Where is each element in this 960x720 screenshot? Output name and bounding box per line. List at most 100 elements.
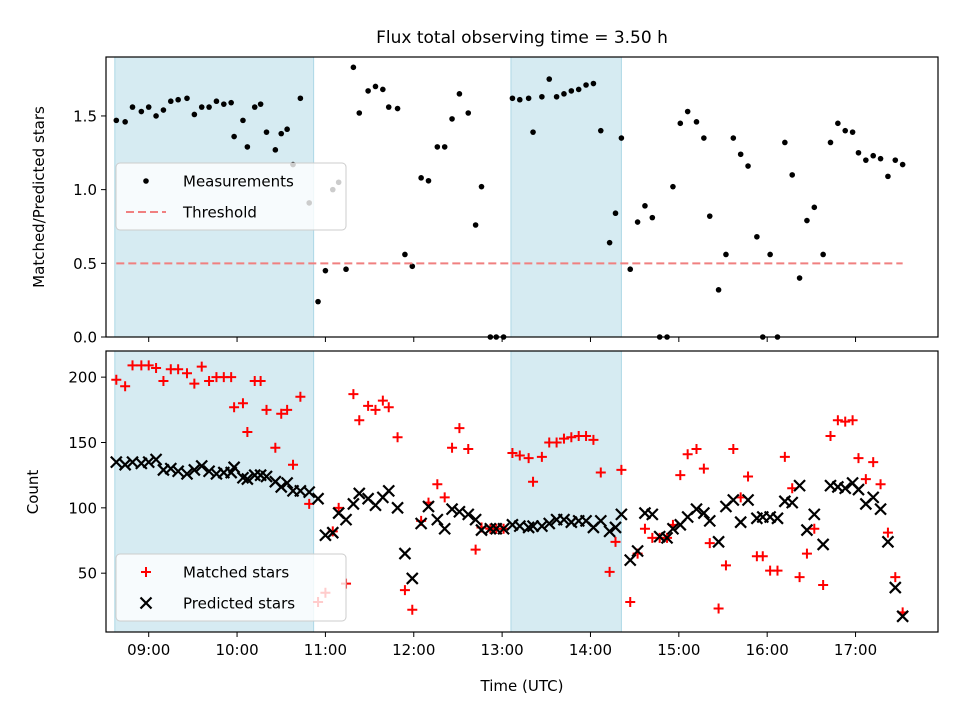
predicted-stars-point [660, 531, 674, 545]
measurements-point [425, 177, 432, 184]
predicted-stars-point [785, 496, 799, 509]
matched-stars-point [691, 444, 702, 455]
matched-stars-point [127, 360, 138, 371]
predicted-stars-point [180, 467, 194, 481]
measurements-point [394, 105, 401, 112]
measurements-point [206, 104, 212, 110]
measurements-point [820, 251, 826, 258]
matched-stars-point [588, 434, 599, 445]
predicted-stars-point [542, 517, 556, 530]
matched-stars-point [536, 451, 547, 462]
measurements-point [278, 130, 285, 137]
y-tick-label: 150 [68, 434, 97, 452]
matched-stars-point [860, 474, 871, 485]
measurements-point [478, 183, 485, 190]
measurements-point [612, 210, 619, 217]
measurements-point [568, 88, 575, 94]
matched-stars-point [772, 565, 783, 576]
measurements-point [634, 219, 641, 225]
matched-stars-point [818, 579, 829, 590]
predicted-stars-point [712, 535, 725, 549]
measurements-point [343, 266, 349, 273]
predicted-stars-point [202, 464, 216, 478]
predicted-stars-point [311, 492, 325, 505]
matched-stars-point [295, 391, 306, 402]
predicted-stars-point [609, 521, 622, 534]
matched-stars-point [454, 423, 465, 434]
predicted-stars-point [319, 529, 332, 542]
measurements-point [804, 217, 810, 224]
matched-stars-point [720, 560, 731, 571]
measurements-point [372, 83, 379, 90]
matched-stars-point [204, 376, 215, 387]
x-tick-label: 17:00 [834, 641, 877, 659]
predicted-stars-point [260, 470, 273, 483]
measurements-point [693, 119, 700, 125]
measurements-point [782, 139, 788, 146]
measurements-point [380, 86, 386, 93]
measurements-point [175, 96, 181, 103]
predicted-stars-point [522, 521, 535, 534]
measurements-point [767, 251, 773, 258]
matched-stars-legend-marker [141, 567, 151, 577]
measurements-point [677, 120, 684, 127]
predicted-stars-point [808, 508, 821, 521]
matched-stars-point [610, 536, 621, 547]
matched-stars-point [616, 464, 627, 475]
matched-stars-point [447, 442, 458, 453]
measurements-point [251, 104, 258, 110]
x-tick-label: 16:00 [746, 641, 789, 659]
matched-stars-point [523, 453, 534, 464]
matched-stars-point [276, 408, 287, 419]
predicted-stars-point [274, 480, 288, 494]
measurements-point [553, 93, 560, 100]
measurements-point [789, 172, 796, 178]
measurements-point [627, 266, 634, 273]
predicted-stars-point [118, 458, 132, 471]
matched-stars-point [675, 470, 686, 481]
matched-stars-point [794, 572, 805, 583]
measurements-point [167, 98, 174, 105]
measurements-point [827, 139, 834, 146]
matched-stars-point [698, 463, 709, 474]
predicted-stars-point [881, 535, 895, 549]
matched-stars-point [682, 449, 693, 460]
matched-stars-point [890, 572, 901, 583]
matched-stars-point [348, 389, 359, 400]
measurements-point [754, 233, 760, 240]
measurements-point [441, 144, 448, 150]
predicted-stars-point [302, 485, 316, 499]
matched-stars-point [151, 362, 162, 373]
measurements-point [263, 129, 270, 135]
matched-stars-point [237, 398, 248, 409]
predicted-stars-point [793, 479, 806, 492]
predicted-stars-point [339, 513, 353, 526]
predicted-stars-point [326, 526, 340, 539]
matched-stars-point [261, 404, 272, 415]
measurements-point [365, 88, 371, 94]
matched-stars-point [377, 395, 388, 406]
predicted-stars-point [406, 572, 419, 585]
matched-stars-point [282, 404, 293, 415]
bottom-panel: 50 100 150 200 09:00 10:00 11:00 12:00 13:00 14:0… [68, 350, 939, 659]
matched-stars-point [625, 596, 636, 607]
matched-stars-point [868, 457, 879, 468]
measurements-point [546, 76, 553, 82]
axes-frame [105, 350, 939, 633]
legend: Matched stars Predicted stars [115, 553, 347, 622]
predicted-stars-point [646, 508, 659, 521]
y-tick-label: 0.0 [73, 329, 97, 347]
measurements-point [737, 151, 744, 158]
measurements-point [885, 173, 891, 180]
measurements-point [221, 101, 227, 107]
matched-stars-point [439, 492, 450, 503]
predicted-stars-point [422, 500, 435, 513]
matched-stars-point [111, 374, 122, 385]
measurements-point [138, 108, 145, 115]
measurements-point [730, 135, 737, 141]
matched-stars-point [399, 585, 410, 596]
measurements-point [561, 91, 567, 97]
measurements-point [849, 129, 856, 135]
matched-stars-point [604, 566, 615, 577]
